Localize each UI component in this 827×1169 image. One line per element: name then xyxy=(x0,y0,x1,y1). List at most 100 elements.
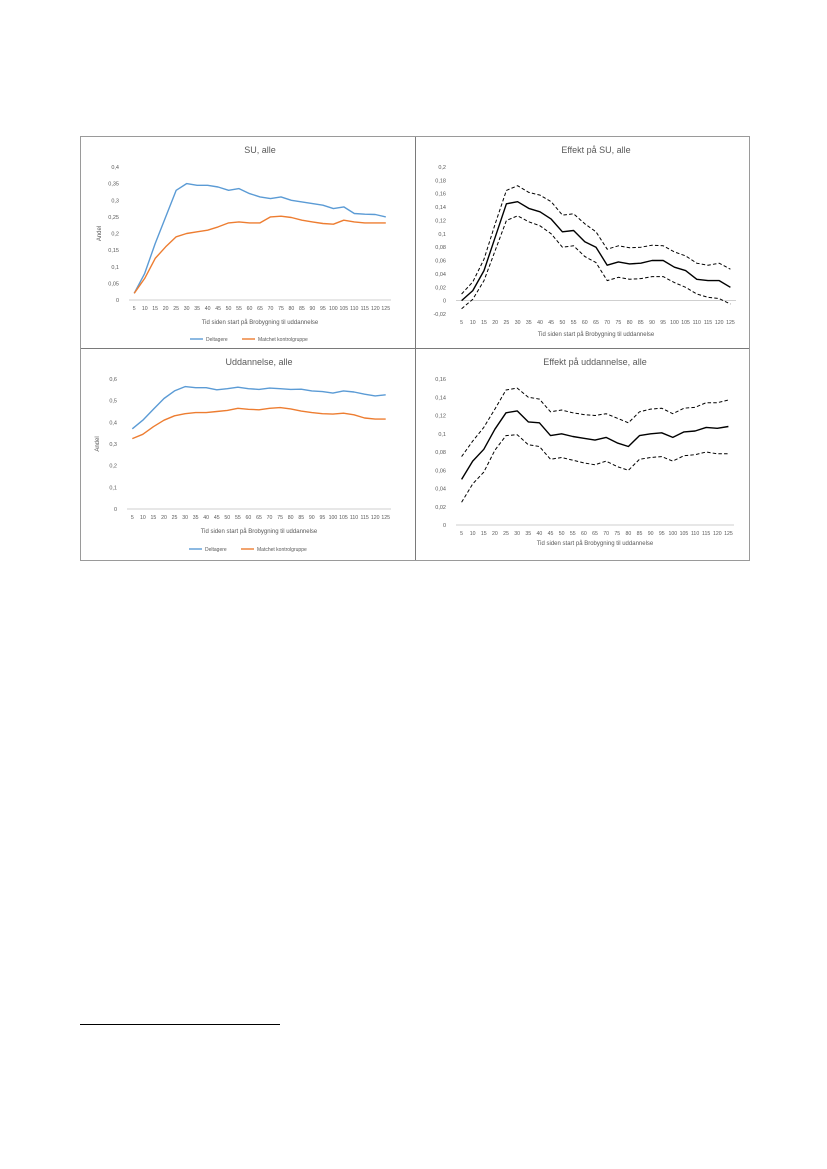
x-tick-label: 120 xyxy=(713,531,722,537)
x-tick-label: 45 xyxy=(548,320,554,326)
y-tick-label: 0,2 xyxy=(111,232,119,238)
y-axis-label: Andel xyxy=(97,226,103,241)
y-tick-label: 0,5 xyxy=(109,399,117,405)
y-tick-label: 0,4 xyxy=(111,165,119,171)
confidence-band-line xyxy=(461,387,729,457)
y-tick-label: 0,6 xyxy=(109,377,117,383)
y-tick-label: 0,16 xyxy=(435,192,446,198)
x-tick-label: 40 xyxy=(205,306,211,312)
x-tick-label: 110 xyxy=(691,531,699,537)
x-tick-label: 25 xyxy=(504,320,510,326)
x-tick-label: 35 xyxy=(525,531,531,537)
x-tick-label: 15 xyxy=(152,306,158,312)
series-line-deltagere xyxy=(131,385,386,430)
x-tick-label: 20 xyxy=(492,320,498,326)
series-line-deltagere xyxy=(133,182,386,294)
x-tick-label: 110 xyxy=(350,306,358,312)
x-tick-label: 10 xyxy=(140,515,146,521)
y-tick-label: 0,12 xyxy=(435,414,446,420)
x-tick-label: 85 xyxy=(638,320,644,326)
x-tick-label: 60 xyxy=(246,515,252,521)
y-tick-label: 0 xyxy=(114,507,117,513)
x-tick-label: 95 xyxy=(660,320,666,326)
x-tick-label: 120 xyxy=(715,320,724,326)
legend-label: Matchet kontrolgruppe xyxy=(258,337,308,343)
y-tick-label: 0,35 xyxy=(108,182,119,188)
y-tick-label: 0,1 xyxy=(438,432,446,438)
x-tick-label: 5 xyxy=(131,515,134,521)
x-tick-label: 125 xyxy=(726,320,735,326)
chart-su-alle: SU, alle 0 0,05 0,1 0,15 0,2 0,25 0,3 0,35 0,4 5 10… xyxy=(97,145,391,343)
x-tick-label: 80 xyxy=(289,306,295,312)
y-tick-label: 0,1 xyxy=(438,232,446,238)
x-tick-label: 30 xyxy=(184,306,190,312)
x-tick-label: 95 xyxy=(319,515,325,521)
x-tick-label: 110 xyxy=(693,320,701,326)
x-tick-label: 90 xyxy=(309,515,315,521)
y-tick-label: 0,25 xyxy=(108,215,119,221)
x-tick-label: 90 xyxy=(648,531,654,537)
x-tick-label: 70 xyxy=(604,320,610,326)
footnote-rule xyxy=(80,1024,280,1025)
x-tick-label: 85 xyxy=(299,306,305,312)
x-axis-label: Tid siden start på Brobygning til uddann… xyxy=(537,540,654,547)
x-tick-label: 50 xyxy=(560,320,566,326)
y-tick-label: 0,04 xyxy=(435,487,446,493)
x-tick-label: 125 xyxy=(381,306,390,312)
x-tick-label: 70 xyxy=(267,515,273,521)
chart-title: Effekt på uddannelse, alle xyxy=(543,357,646,367)
y-tick-label: 0,3 xyxy=(111,198,119,204)
series-line-matchet-kontrolgruppe xyxy=(132,406,386,440)
y-tick-label: 0,2 xyxy=(438,165,446,171)
x-tick-label: 100 xyxy=(670,320,679,326)
y-tick-label: 0,14 xyxy=(435,395,446,401)
x-tick-label: 25 xyxy=(173,306,179,312)
y-axis-label: Andel xyxy=(95,436,101,451)
x-tick-label: 50 xyxy=(224,515,230,521)
x-tick-label: 40 xyxy=(537,531,543,537)
x-axis-label: Tid siden start på Brobygning til uddann… xyxy=(538,331,655,338)
x-tick-label: 45 xyxy=(548,531,554,537)
x-tick-label: 125 xyxy=(381,515,390,521)
x-tick-label: 30 xyxy=(514,531,520,537)
x-tick-label: 115 xyxy=(702,531,710,537)
x-tick-label: 75 xyxy=(278,306,284,312)
x-tick-label: 105 xyxy=(681,320,690,326)
x-tick-label: 80 xyxy=(625,531,631,537)
x-tick-label: 5 xyxy=(133,306,136,312)
chart-title: Uddannelse, alle xyxy=(225,357,292,367)
effect-estimate-line xyxy=(461,201,731,302)
x-tick-label: 40 xyxy=(203,515,209,521)
x-tick-label: 35 xyxy=(194,306,200,312)
x-axis-label: Tid siden start på Brobygning til uddann… xyxy=(202,319,319,326)
x-tick-label: 5 xyxy=(460,320,463,326)
panel-divider-horizontal xyxy=(81,348,749,349)
x-tick-label: 70 xyxy=(268,306,274,312)
x-tick-label: 90 xyxy=(649,320,655,326)
x-tick-label: 75 xyxy=(616,320,622,326)
confidence-band-line xyxy=(461,215,731,310)
y-tick-label: 0,1 xyxy=(111,265,119,271)
x-tick-label: 20 xyxy=(161,515,167,521)
x-tick-label: 105 xyxy=(339,515,348,521)
x-tick-label: 115 xyxy=(360,515,368,521)
y-tick-label: 0,15 xyxy=(108,248,119,254)
chart-panel-su: SU, alle 0 0,05 0,1 0,15 0,2 0,25 0,3 0,35 0,4 5 10… xyxy=(81,137,414,347)
x-tick-label: 50 xyxy=(559,531,565,537)
x-tick-label: 10 xyxy=(142,306,148,312)
x-tick-label: 30 xyxy=(182,515,188,521)
x-tick-label: 70 xyxy=(603,531,609,537)
x-tick-label: 95 xyxy=(659,531,665,537)
x-tick-label: 45 xyxy=(214,515,220,521)
y-tick-label: 0,12 xyxy=(435,218,446,224)
x-tick-label: 85 xyxy=(637,531,643,537)
confidence-band-line xyxy=(461,434,729,503)
x-tick-label: 115 xyxy=(704,320,712,326)
chart-effekt-su: Effekt på SU, alle -0,02 0 0,02 0,04 0,06 0,08… xyxy=(433,145,736,338)
chart-title: SU, alle xyxy=(244,145,276,155)
x-axis-label: Tid siden start på Brobygning til uddann… xyxy=(201,528,318,535)
y-tick-label: 0,16 xyxy=(435,377,446,383)
x-tick-label: 80 xyxy=(288,515,294,521)
x-tick-label: 65 xyxy=(592,531,598,537)
x-tick-label: 105 xyxy=(680,531,689,537)
